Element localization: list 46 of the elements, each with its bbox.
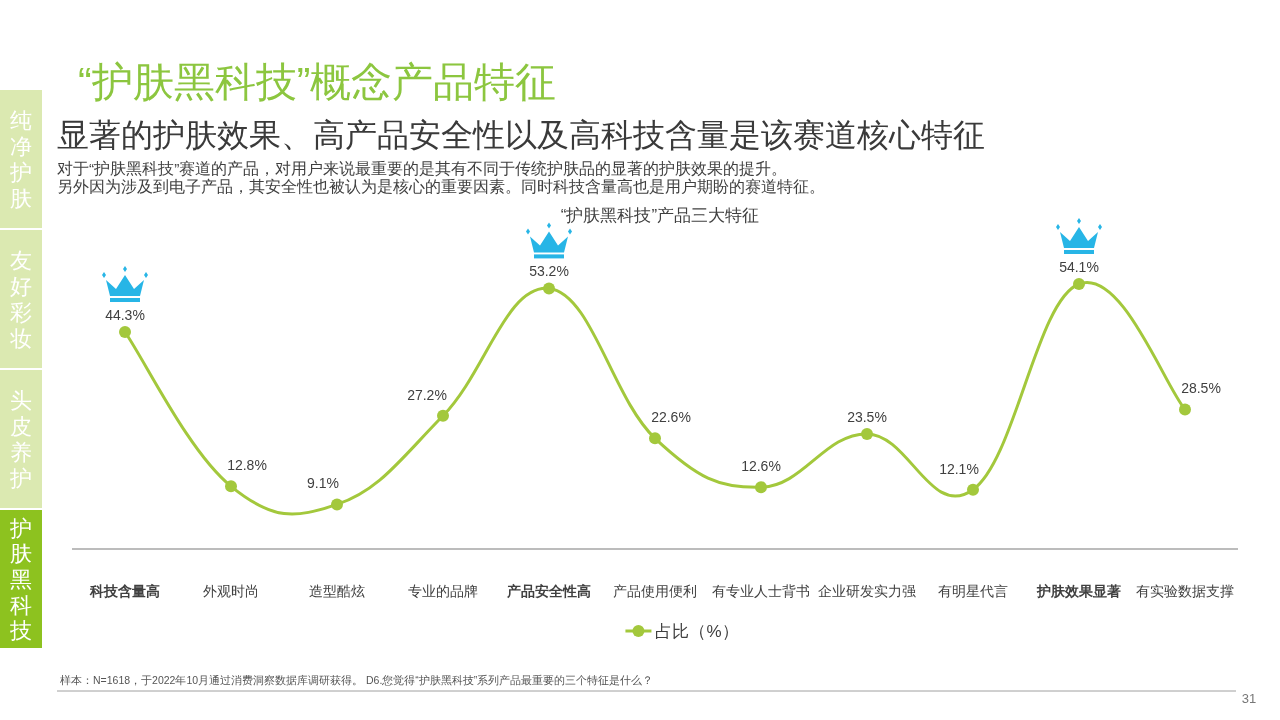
text: 样本：N=1618，于2022年10月通过消费洞察数据库调研获得。 D6.您觉得“护肤黑科技”系列产品最重要的三个特征是什么？ [60, 674, 654, 686]
data-label: 12.8% [227, 457, 267, 474]
point [861, 427, 873, 440]
x-tick-label: 科技含量高 [89, 583, 160, 599]
data-label: 9.1% [307, 475, 339, 492]
sidebar-tab: 护肤黑科技 [0, 510, 42, 648]
x-tick-label: 有专业人士背书 [712, 583, 810, 599]
x-tick-label: 企业研发实力强 [818, 583, 916, 599]
x-tick-label: 造型酷炫 [309, 583, 365, 599]
legend: 占比（%） [625, 622, 729, 641]
data-label: 53.2% [529, 263, 569, 280]
x-tick-label: 有实验数据支撑 [1136, 583, 1234, 599]
point [543, 282, 555, 295]
point [119, 326, 131, 338]
point [967, 483, 979, 496]
chart-subtitle: 显著的护肤效果、高产品安全性以及高科技含量是该赛道核心特征 [57, 117, 985, 153]
point [649, 432, 661, 445]
data-label: 54.1% [1059, 259, 1099, 275]
x-tick-label: 产品使用便利 [613, 583, 697, 599]
text: 对于“护肤黑科技”赛道的产品，对用户来说最重要的是其有不同于传统护肤品的显著的护肤效果的提升。 [57, 160, 788, 177]
point [1073, 278, 1085, 290]
legend-label: 占比（%） [655, 622, 729, 641]
sidebar-tab: 纯净护肤 [0, 90, 42, 228]
point [225, 480, 237, 493]
point [755, 481, 767, 494]
sidebar-tab: 友好彩妆 [0, 230, 42, 368]
point [1179, 403, 1191, 416]
data-label: 12.1% [939, 460, 979, 477]
data-label: 44.3% [105, 307, 145, 323]
x-tick-label: 外观时尚 [203, 583, 259, 599]
data-label: 28.5% [1181, 380, 1221, 397]
text: “护肤黑科技”产品三大特征 [560, 206, 760, 225]
x-tick-label: 产品安全性高 [506, 583, 591, 599]
sidebar-tab: 头皮养护 [0, 370, 42, 508]
point [437, 409, 449, 422]
x-tick-label: 护肤效果显著 [1036, 583, 1121, 599]
text: 另外因为涉及到电子产品，其安全性也被认为是核心的重要因素。同时科技含量高也是用户期盼的赛道特征。 [57, 178, 825, 195]
chart-title: “护肤黑科技”概念产品特征 [78, 59, 557, 105]
point [331, 498, 343, 511]
data-label: 12.6% [741, 458, 781, 475]
data-label: 23.5% [847, 408, 887, 425]
data-label: 22.6% [651, 409, 691, 426]
x-tick-label: 有明星代言 [938, 583, 1008, 599]
x-tick-label: 专业的品牌 [408, 583, 478, 599]
text: 31 [1241, 691, 1257, 706]
data-label: 27.2% [407, 386, 447, 403]
